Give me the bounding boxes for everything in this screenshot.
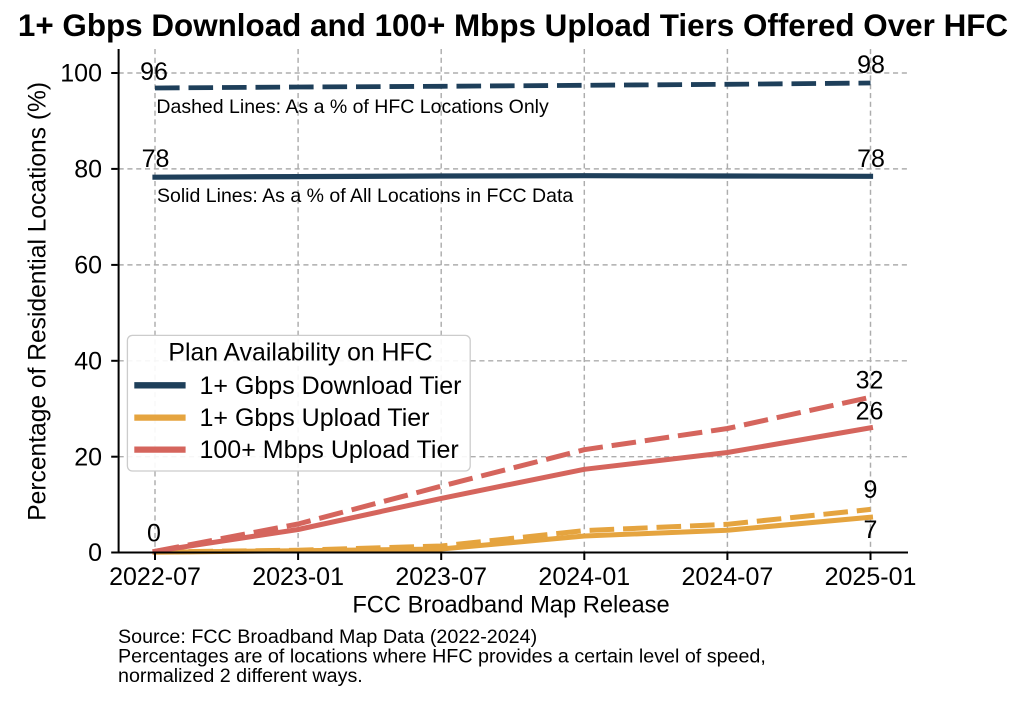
svg-text:2025-01: 2025-01 xyxy=(825,563,917,591)
svg-text:1+ Gbps Upload Tier: 1+ Gbps Upload Tier xyxy=(200,404,430,432)
svg-text:2023-01: 2023-01 xyxy=(252,563,344,591)
svg-text:normalized 2 different ways.: normalized 2 different ways. xyxy=(118,665,363,687)
svg-text:FCC Broadband Map Release: FCC Broadband Map Release xyxy=(352,593,669,619)
svg-text:96: 96 xyxy=(140,58,168,86)
svg-text:40: 40 xyxy=(74,347,102,375)
svg-text:2023-07: 2023-07 xyxy=(395,563,487,591)
svg-text:1+ Gbps Download Tier: 1+ Gbps Download Tier xyxy=(200,372,462,400)
svg-text:Percentage of Residential Loca: Percentage of Residential Locations (%) xyxy=(25,82,52,521)
svg-text:98: 98 xyxy=(857,51,885,79)
svg-text:Plan Availability on HFC: Plan Availability on HFC xyxy=(168,339,432,366)
svg-text:80: 80 xyxy=(74,156,102,184)
svg-text:2024-01: 2024-01 xyxy=(538,563,630,591)
svg-text:1+ Gbps Download and 100+ Mbps: 1+ Gbps Download and 100+ Mbps Upload Ti… xyxy=(18,8,1008,43)
svg-text:2024-07: 2024-07 xyxy=(682,563,774,591)
svg-text:7: 7 xyxy=(864,516,878,544)
svg-text:100: 100 xyxy=(60,60,102,88)
svg-text:100+ Mbps Upload Tier: 100+ Mbps Upload Tier xyxy=(200,436,459,464)
svg-text:Solid Lines: As a % of All Loc: Solid Lines: As a % of All Locations in … xyxy=(157,185,573,207)
svg-text:20: 20 xyxy=(74,443,102,471)
svg-text:26: 26 xyxy=(856,398,884,426)
svg-text:60: 60 xyxy=(74,252,102,280)
svg-text:2022-07: 2022-07 xyxy=(109,563,201,591)
svg-text:78: 78 xyxy=(142,145,170,173)
svg-text:0: 0 xyxy=(88,539,102,567)
svg-text:9: 9 xyxy=(864,476,878,504)
svg-text:Source: FCC Broadband Map Data: Source: FCC Broadband Map Data (2022-202… xyxy=(118,626,537,648)
svg-text:32: 32 xyxy=(856,367,884,395)
svg-text:78: 78 xyxy=(857,145,885,173)
svg-text:Percentages are of locations w: Percentages are of locations where HFC p… xyxy=(118,646,766,668)
svg-text:0: 0 xyxy=(147,520,161,548)
svg-text:Dashed Lines: As a % of HFC Lo: Dashed Lines: As a % of HFC Locations On… xyxy=(156,96,549,118)
